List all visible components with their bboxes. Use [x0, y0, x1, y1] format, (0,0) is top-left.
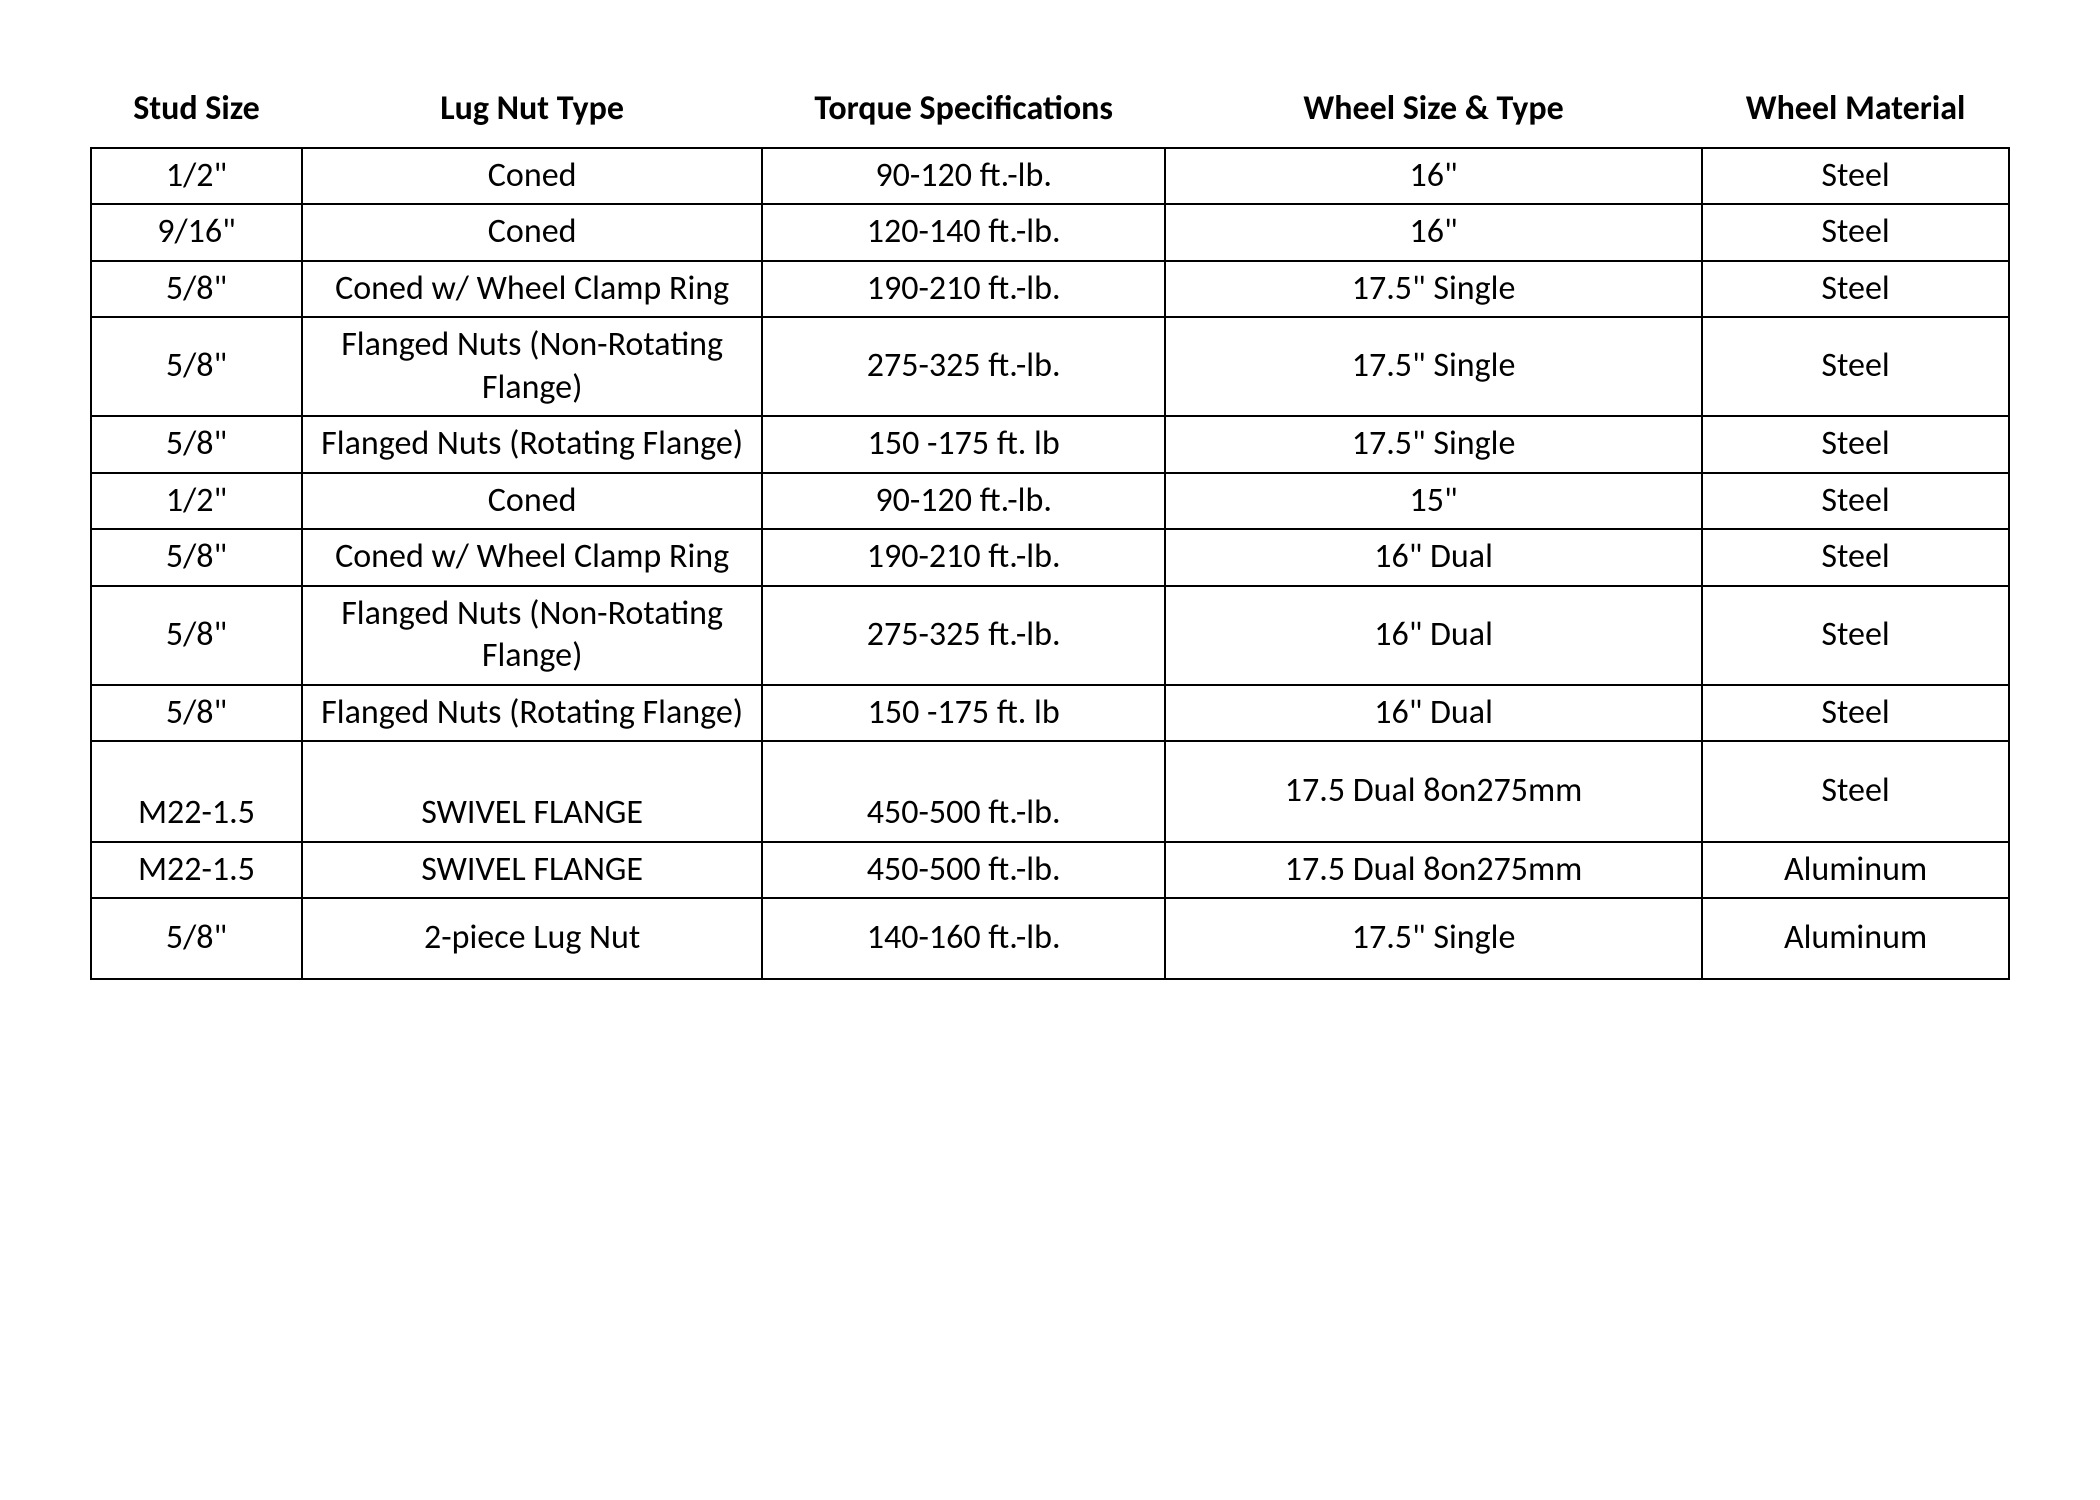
cell-lug-nut-type: SWIVEL FLANGE [302, 741, 762, 842]
cell-material: Steel [1702, 204, 2009, 261]
cell-material: Steel [1702, 529, 2009, 586]
table-row: 5/8" Coned w/ Wheel Clamp Ring 190-210 f… [91, 261, 2009, 318]
table-row: M22-1.5 SWIVEL FLANGE 450-500 ft.-lb. 17… [91, 842, 2009, 899]
table-row: 5/8" Flanged Nuts (Non-Rotating Flange) … [91, 586, 2009, 685]
column-header-stud-size: Stud Size [91, 80, 302, 148]
column-header-lug-nut-type: Lug Nut Type [302, 80, 762, 148]
cell-lug-nut-type: Coned [302, 204, 762, 261]
cell-torque: 120-140 ft.-lb. [762, 204, 1165, 261]
cell-wheel-size: 16" Dual [1165, 529, 1702, 586]
cell-torque: 450-500 ft.-lb. [762, 842, 1165, 899]
cell-torque: 450-500 ft.-lb. [762, 741, 1165, 842]
torque-specifications-table: Stud Size Lug Nut Type Torque Specificat… [90, 80, 2010, 980]
cell-torque: 140-160 ft.-lb. [762, 898, 1165, 979]
cell-lug-nut-type: Flanged Nuts (Non-Rotating Flange) [302, 586, 762, 685]
cell-material: Steel [1702, 317, 2009, 416]
cell-material: Steel [1702, 473, 2009, 530]
cell-stud-size: 5/8" [91, 261, 302, 318]
cell-lug-nut-type: 2-piece Lug Nut [302, 898, 762, 979]
table-row: 5/8" 2-piece Lug Nut 140-160 ft.-lb. 17.… [91, 898, 2009, 979]
table-row: 5/8" Coned w/ Wheel Clamp Ring 190-210 f… [91, 529, 2009, 586]
column-header-wheel-size: Wheel Size & Type [1165, 80, 1702, 148]
cell-stud-size: 5/8" [91, 416, 302, 473]
cell-wheel-size: 15" [1165, 473, 1702, 530]
cell-lug-nut-type: Flanged Nuts (Non-Rotating Flange) [302, 317, 762, 416]
column-header-torque: Torque Specifications [762, 80, 1165, 148]
table-row: M22-1.5 SWIVEL FLANGE 450-500 ft.-lb. 17… [91, 741, 2009, 842]
cell-wheel-size: 16" [1165, 148, 1702, 205]
cell-stud-size: 5/8" [91, 586, 302, 685]
cell-lug-nut-type: Flanged Nuts (Rotating Flange) [302, 685, 762, 742]
cell-stud-size: 1/2" [91, 473, 302, 530]
cell-wheel-size: 16" Dual [1165, 586, 1702, 685]
cell-stud-size: 5/8" [91, 529, 302, 586]
cell-stud-size: 1/2" [91, 148, 302, 205]
cell-stud-size: M22-1.5 [91, 741, 302, 842]
cell-stud-size: 5/8" [91, 898, 302, 979]
cell-wheel-size: 17.5" Single [1165, 416, 1702, 473]
cell-material: Steel [1702, 148, 2009, 205]
column-header-wheel-material: Wheel Material [1702, 80, 2009, 148]
cell-wheel-size: 16" Dual [1165, 685, 1702, 742]
cell-lug-nut-type: Coned [302, 148, 762, 205]
cell-lug-nut-type: Coned [302, 473, 762, 530]
cell-torque: 150 -175 ft. lb [762, 416, 1165, 473]
table-row: 5/8" Flanged Nuts (Rotating Flange) 150 … [91, 416, 2009, 473]
cell-wheel-size: 17.5 Dual 8on275mm [1165, 741, 1702, 842]
table-header-row: Stud Size Lug Nut Type Torque Specificat… [91, 80, 2009, 148]
cell-material: Steel [1702, 586, 2009, 685]
cell-torque: 190-210 ft.-lb. [762, 261, 1165, 318]
cell-material: Steel [1702, 685, 2009, 742]
cell-stud-size: 5/8" [91, 317, 302, 416]
cell-torque: 275-325 ft.-lb. [762, 586, 1165, 685]
cell-lug-nut-type: Coned w/ Wheel Clamp Ring [302, 529, 762, 586]
cell-stud-size: 9/16" [91, 204, 302, 261]
cell-wheel-size: 17.5 Dual 8on275mm [1165, 842, 1702, 899]
cell-torque: 190-210 ft.-lb. [762, 529, 1165, 586]
cell-stud-size: M22-1.5 [91, 842, 302, 899]
table-row: 1/2" Coned 90-120 ft.-lb. 15" Steel [91, 473, 2009, 530]
cell-wheel-size: 17.5" Single [1165, 261, 1702, 318]
table-row: 9/16" Coned 120-140 ft.-lb. 16" Steel [91, 204, 2009, 261]
cell-lug-nut-type: Flanged Nuts (Rotating Flange) [302, 416, 762, 473]
cell-torque: 90-120 ft.-lb. [762, 473, 1165, 530]
cell-wheel-size: 17.5" Single [1165, 898, 1702, 979]
cell-lug-nut-type: Coned w/ Wheel Clamp Ring [302, 261, 762, 318]
table-row: 5/8" Flanged Nuts (Non-Rotating Flange) … [91, 317, 2009, 416]
cell-material: Aluminum [1702, 842, 2009, 899]
cell-torque: 275-325 ft.-lb. [762, 317, 1165, 416]
cell-material: Steel [1702, 741, 2009, 842]
cell-stud-size: 5/8" [91, 685, 302, 742]
cell-material: Aluminum [1702, 898, 2009, 979]
cell-lug-nut-type: SWIVEL FLANGE [302, 842, 762, 899]
cell-wheel-size: 16" [1165, 204, 1702, 261]
table-row: 5/8" Flanged Nuts (Rotating Flange) 150 … [91, 685, 2009, 742]
table-row: 1/2" Coned 90-120 ft.-lb. 16" Steel [91, 148, 2009, 205]
cell-material: Steel [1702, 261, 2009, 318]
cell-material: Steel [1702, 416, 2009, 473]
cell-torque: 150 -175 ft. lb [762, 685, 1165, 742]
cell-torque: 90-120 ft.-lb. [762, 148, 1165, 205]
cell-wheel-size: 17.5" Single [1165, 317, 1702, 416]
